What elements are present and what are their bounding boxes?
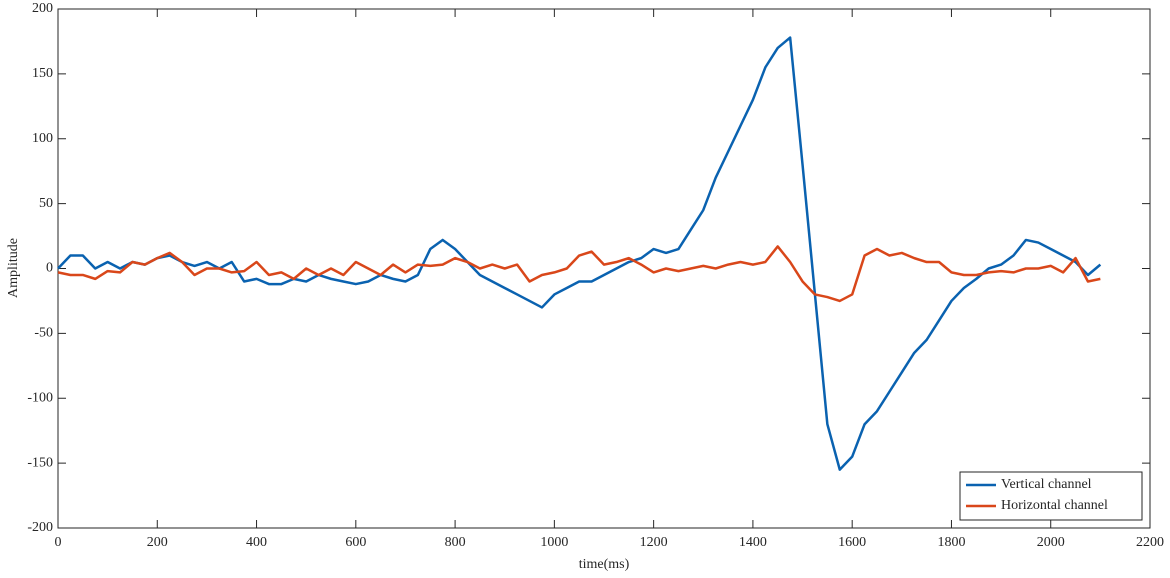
x-tick-label: 400 <box>246 535 267 550</box>
legend-box <box>959 471 1143 521</box>
x-tick-label: 1600 <box>838 535 866 550</box>
y-axis-label: Amplitude <box>6 238 21 298</box>
data-line <box>57 36 1102 471</box>
legend-label: Horizontal channel <box>1001 498 1108 513</box>
y-tick-label: 50 <box>39 196 53 211</box>
y-tick-label: -50 <box>34 326 53 341</box>
y-tick-label: -200 <box>27 520 53 535</box>
x-tick-label: 2200 <box>1136 535 1164 550</box>
y-tick-label: -100 <box>27 390 53 405</box>
x-tick-label: 600 <box>345 535 366 550</box>
x-tick-label: 2000 <box>1037 535 1065 550</box>
legend-label: Vertical channel <box>1001 477 1092 492</box>
x-tick-label: 800 <box>445 535 466 550</box>
x-tick-label: 200 <box>147 535 168 550</box>
legend: Vertical channel Horizontal channel <box>959 471 1143 521</box>
x-tick-label: 1800 <box>937 535 965 550</box>
y-tick-label: -150 <box>27 455 53 470</box>
x-tick-label: 1400 <box>739 535 767 550</box>
y-tick-label: 200 <box>32 1 53 16</box>
x-tick-label: 1000 <box>540 535 568 550</box>
y-tick-label: 100 <box>32 131 53 146</box>
y-tick-label: 0 <box>46 261 53 276</box>
x-tick-label: 1200 <box>640 535 668 550</box>
x-tick-label: 0 <box>55 535 62 550</box>
data-line <box>57 245 1101 303</box>
x-axis-label: time(ms) <box>579 557 630 572</box>
y-tick-label: 150 <box>32 66 53 81</box>
